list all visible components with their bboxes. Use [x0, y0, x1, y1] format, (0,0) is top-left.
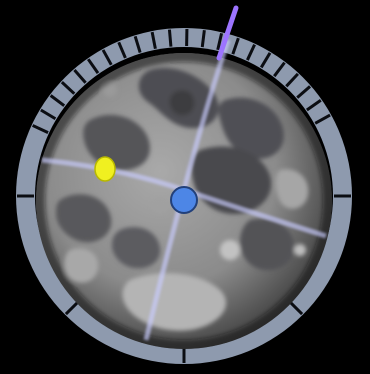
dial-minor-tick	[314, 113, 331, 125]
dial-minor-tick	[246, 44, 256, 61]
dial-minor-tick	[40, 108, 57, 121]
dial-minor-tick	[216, 32, 224, 51]
dial-minor-tick	[86, 58, 100, 74]
dial-minor-tick	[231, 37, 240, 55]
north-pole-axis-icon	[216, 5, 239, 61]
dial-minor-tick	[259, 52, 272, 69]
dial-major-tick	[64, 301, 79, 316]
sun-point-icon	[94, 156, 116, 182]
dial-minor-tick	[73, 68, 87, 84]
dial-minor-tick	[133, 35, 142, 53]
dial-minor-tick	[49, 94, 66, 107]
dial-minor-tick	[285, 72, 299, 88]
dial-minor-tick	[273, 61, 286, 78]
dial-minor-tick	[296, 85, 312, 99]
dial-minor-tick	[150, 31, 157, 50]
dial-major-tick	[289, 301, 304, 316]
dial-minor-tick	[117, 41, 127, 59]
dial-minor-tick	[200, 30, 206, 48]
dial-minor-tick	[167, 29, 173, 47]
dial-minor-tick	[101, 49, 113, 66]
dial-minor-tick	[32, 124, 49, 134]
sub-earth-point-icon	[170, 186, 198, 214]
dial-minor-tick	[60, 81, 76, 95]
dial-ticks	[17, 28, 351, 363]
dial-minor-tick	[306, 98, 322, 112]
